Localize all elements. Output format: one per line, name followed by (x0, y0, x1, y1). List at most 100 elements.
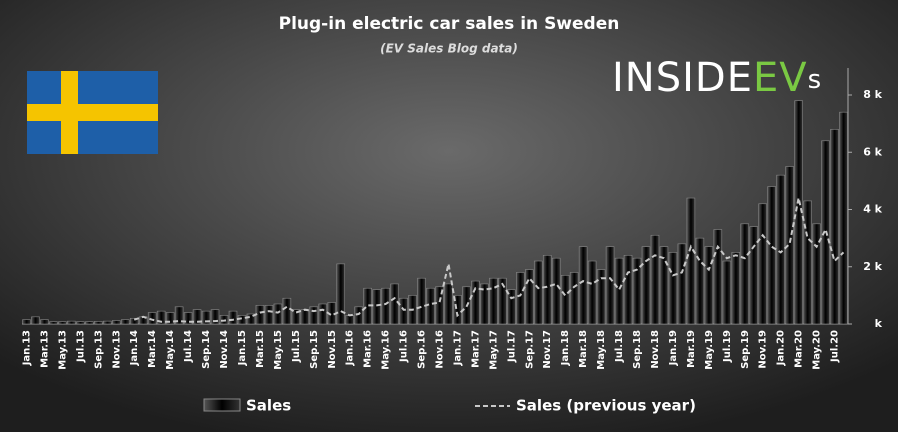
bar (623, 255, 633, 325)
x-tick-label: Sep.17 (524, 330, 535, 369)
bar (839, 111, 848, 325)
bar (785, 166, 794, 325)
x-tick-label: Nov.18 (650, 330, 661, 369)
bar (426, 287, 435, 325)
y-tick-label: 2 k (863, 260, 882, 273)
bar (417, 277, 426, 325)
logo-main: INSIDE (612, 55, 753, 101)
bar (507, 289, 516, 325)
x-tick-label: Mar.20 (794, 330, 805, 368)
bar (524, 269, 534, 325)
x-tick-label: May.19 (704, 330, 715, 370)
y-tick-label: 4 k (863, 203, 882, 216)
x-tick-label: Nov.17 (542, 330, 553, 369)
bar (381, 287, 390, 325)
bar (533, 260, 543, 325)
bar (246, 313, 256, 325)
x-tick-label: Sep.14 (201, 330, 212, 369)
bar (147, 312, 157, 325)
logo-tail: s (808, 65, 823, 95)
bar (94, 321, 103, 325)
bar (210, 309, 220, 325)
bar (551, 257, 561, 325)
x-tick-label: Sep.19 (740, 330, 751, 369)
bar (578, 246, 588, 325)
x-tick-label: Mar.18 (578, 330, 589, 368)
x-tick-label: Nov.16 (434, 330, 445, 369)
bar (264, 305, 274, 325)
bar (399, 297, 408, 325)
bar (372, 289, 381, 325)
bar (120, 319, 130, 325)
bar (300, 309, 310, 325)
bar (58, 321, 67, 325)
bar (282, 297, 292, 325)
bar (480, 283, 489, 325)
bar (40, 319, 49, 325)
bar (309, 306, 319, 325)
x-tick-label: Sep.15 (309, 330, 320, 369)
bar (273, 303, 283, 325)
bar (498, 277, 507, 325)
bar (174, 306, 184, 325)
bar (471, 280, 480, 325)
bar (49, 321, 58, 325)
bar (156, 310, 166, 325)
bar (596, 269, 606, 325)
x-tick-label: May.13 (57, 330, 68, 370)
bar (183, 312, 193, 325)
y-tick-label: k (875, 317, 883, 330)
bar (560, 275, 570, 325)
bar (516, 272, 525, 325)
chart-title: Plug-in electric car sales in Sweden (279, 14, 620, 34)
bar (713, 229, 723, 325)
x-tick-label: Jan.20 (776, 330, 787, 366)
x-tick-label: Jan.15 (237, 330, 248, 366)
x-tick-label: Jul.15 (291, 330, 302, 363)
x-tick-label: May.16 (381, 330, 392, 370)
bar (830, 129, 839, 325)
bar (803, 200, 812, 325)
x-tick-label: Mar.19 (686, 330, 697, 368)
x-tick-label: Jan.14 (129, 330, 140, 366)
x-tick-label: May.17 (488, 330, 499, 370)
bar (129, 317, 139, 325)
x-tick-label: Nov.14 (219, 330, 230, 369)
bar (192, 309, 202, 325)
bar (614, 257, 624, 325)
x-tick-label: Jul.20 (830, 330, 841, 363)
x-tick-label: May.15 (273, 330, 284, 370)
bar (165, 312, 175, 325)
bar (641, 246, 651, 325)
bar (632, 257, 642, 325)
bar (767, 186, 776, 325)
bar (704, 246, 714, 325)
x-tick-label: Jan.13 (21, 330, 32, 366)
x-tick-label: Nov.13 (111, 330, 122, 369)
bar (677, 243, 687, 325)
x-tick-label: May.18 (596, 330, 607, 370)
x-tick-label: Jul.19 (722, 330, 733, 363)
x-tick-label: Jan.18 (560, 330, 571, 366)
bar (390, 283, 399, 325)
line (133, 197, 845, 323)
bar (336, 263, 346, 325)
bar (111, 320, 121, 325)
x-tick-label: Jul.18 (614, 330, 625, 363)
bar (318, 303, 328, 325)
bar (740, 223, 750, 325)
logo-accent: EV (753, 55, 808, 101)
x-tick-label: Mar.15 (255, 330, 266, 368)
bar (435, 286, 444, 325)
x-tick-label: Jan.16 (345, 330, 356, 366)
bar (731, 252, 741, 325)
bar (812, 223, 821, 325)
bar (722, 260, 732, 325)
bar (85, 321, 94, 325)
flag (27, 71, 158, 154)
x-tick-label: Jul.13 (75, 330, 86, 363)
bar (605, 246, 615, 325)
y-tick-label: 6 k (863, 145, 882, 158)
logo: INSIDEEVs (612, 55, 822, 101)
